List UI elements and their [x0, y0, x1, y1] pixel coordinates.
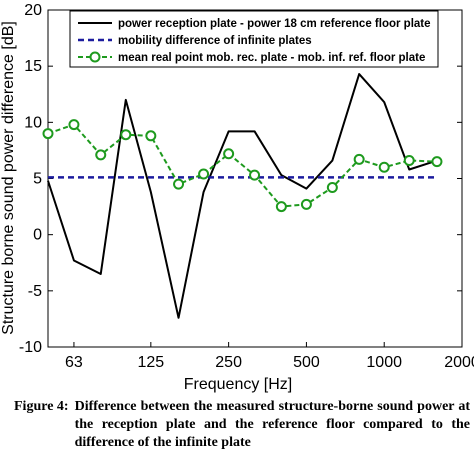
x-tick-label: 250 [215, 354, 242, 371]
series-3-point [42, 128, 54, 140]
figure-caption-text: Difference between the measured structur… [74, 399, 470, 450]
series-3-point [223, 148, 235, 160]
legend-label-series-2: mobility difference of infinite plates [118, 35, 312, 47]
x-tick-label: 125 [137, 354, 164, 371]
x-axis-label: Frequency [Hz] [184, 376, 292, 393]
series-3-point [403, 155, 415, 167]
legend-label-series-3: mean real point mob. rec. plate - mob. i… [118, 52, 425, 64]
y-tick-label: -5 [28, 283, 42, 300]
series-3-point [68, 119, 80, 131]
x-tick-label: 500 [293, 354, 320, 371]
legend-label-series-1: power reception plate - power 18 cm refe… [118, 18, 431, 30]
series-layer [42, 73, 443, 319]
series-3-point [249, 169, 261, 181]
series-3-point [198, 168, 210, 180]
y-tick-label: 0 [33, 227, 42, 244]
y-axis-ticks: -10 -5 0 5 10 15 20 [19, 2, 462, 356]
series-3-point [120, 129, 132, 141]
y-axis-label: Structure borne sound power difference [… [0, 21, 17, 335]
legend-marker-series-3 [89, 51, 101, 63]
series-3-point [145, 130, 157, 142]
x-tick-label: 63 [65, 354, 83, 371]
y-tick-label: -10 [19, 339, 42, 356]
series-3-point [378, 161, 390, 173]
series-1-line [47, 73, 438, 319]
chart: 63 125 250 500 1000 2000 -10 -5 0 5 10 15 20 power … [0, 2, 474, 393]
x-tick-label: 1000 [366, 354, 402, 371]
series-3-point [275, 201, 287, 213]
series-3-point [326, 181, 338, 193]
series-3-line [47, 123, 438, 208]
series-3-point [431, 156, 443, 168]
y-tick-label: 5 [33, 171, 42, 188]
y-tick-label: 10 [24, 114, 42, 131]
legend-box [69, 10, 439, 68]
x-axis-ticks: 63 125 250 500 1000 2000 [65, 10, 474, 371]
series-3-point [300, 198, 312, 210]
figure-caption-label: Figure 4: [14, 399, 69, 414]
series-3-point [95, 149, 107, 161]
series-3-point [353, 153, 365, 165]
x-tick-label: 2000 [444, 354, 474, 371]
y-tick-label: 15 [24, 58, 42, 75]
y-tick-label: 20 [24, 2, 42, 19]
series-3-point [173, 178, 185, 190]
figure-caption: Figure 4: Difference between the measure… [14, 398, 470, 452]
legend: power reception plate - power 18 cm refe… [69, 10, 439, 68]
